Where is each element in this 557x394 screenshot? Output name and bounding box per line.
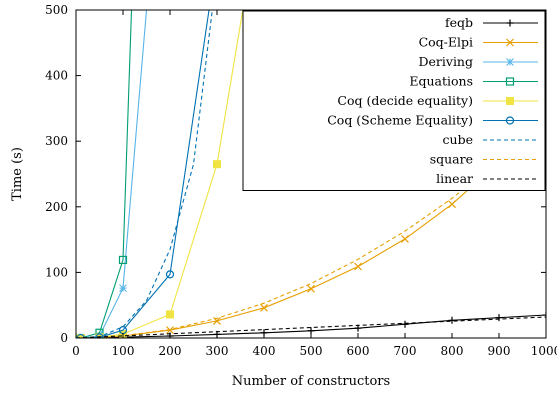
legend-entry: Coq-Elpi xyxy=(419,35,538,50)
series-line xyxy=(76,316,546,338)
series-feqb xyxy=(77,311,546,338)
legend-entry: Equations xyxy=(409,74,538,89)
data-point xyxy=(506,38,514,47)
legend-entry: Deriving xyxy=(418,54,538,69)
data-point xyxy=(506,97,514,105)
data-point xyxy=(505,116,515,125)
data-point xyxy=(495,314,503,322)
legend-label: Coq-Elpi xyxy=(419,35,473,50)
series-equations xyxy=(76,10,133,338)
legend-entry: square xyxy=(430,152,538,167)
data-point xyxy=(542,311,546,319)
legend-label: cube xyxy=(443,132,473,147)
data-point xyxy=(448,316,456,324)
y-tick-label: 0 xyxy=(60,331,68,345)
x-axis-title: Number of constructors xyxy=(232,374,390,389)
legend-label: Coq (decide equality) xyxy=(337,93,473,108)
series-line xyxy=(80,10,133,338)
data-point xyxy=(307,284,315,293)
legend-label: Equations xyxy=(409,74,473,89)
x-tick-label: 100 xyxy=(112,344,135,358)
data-point xyxy=(119,284,127,292)
series-deriving xyxy=(76,10,148,338)
x-tick-label: 500 xyxy=(300,344,323,358)
series-line xyxy=(76,10,213,338)
data-point xyxy=(401,235,409,243)
x-tick-label: 200 xyxy=(159,344,182,358)
legend-entry: feqb xyxy=(445,15,538,30)
data-point xyxy=(165,270,175,279)
x-tick-label: 900 xyxy=(488,344,511,358)
y-tick-label: 300 xyxy=(45,134,68,148)
legend-label: linear xyxy=(436,171,473,186)
data-point xyxy=(76,333,85,338)
legend-entry: Coq (decide equality) xyxy=(337,93,538,108)
legend: feqb Coq-Elpi Deriving Equations Coq (decide… xyxy=(242,10,546,191)
y-tick-label: 400 xyxy=(45,69,68,83)
x-tick-label: 600 xyxy=(347,344,370,358)
data-point xyxy=(401,320,409,328)
data-point xyxy=(166,310,174,319)
data-point xyxy=(166,326,174,335)
series-line xyxy=(80,10,210,338)
legend-label: feqb xyxy=(445,15,473,30)
data-point xyxy=(506,19,514,27)
legend-label: Coq (Scheme Equality) xyxy=(327,113,473,128)
data-point xyxy=(505,77,515,86)
x-tick-label: 400 xyxy=(253,344,276,358)
data-point xyxy=(354,262,362,271)
x-tick-label: 700 xyxy=(394,344,417,358)
legend-label: square xyxy=(430,152,473,167)
legend-entry: linear xyxy=(436,171,538,186)
data-point xyxy=(118,255,128,265)
series-line xyxy=(80,10,244,338)
x-tick-label: 300 xyxy=(206,344,229,358)
y-tick-label: 100 xyxy=(45,265,68,279)
y-tick-label: 200 xyxy=(45,200,68,214)
legend-entry: Coq (Scheme Equality) xyxy=(327,113,538,128)
data-point xyxy=(260,303,268,312)
series-linear xyxy=(76,316,546,338)
data-point xyxy=(448,200,456,209)
series-cube xyxy=(76,10,213,338)
x-tick-label: 0 xyxy=(72,344,80,358)
series-line xyxy=(80,314,546,338)
legend-entry: cube xyxy=(443,132,538,147)
data-point xyxy=(95,333,104,338)
x-tick-label: 800 xyxy=(441,344,464,358)
data-point xyxy=(213,160,221,169)
series-coq-decide-equality xyxy=(76,10,244,338)
plot-lines xyxy=(76,10,546,338)
y-axis-title: Time (s) xyxy=(10,147,25,201)
y-tick-label: 500 xyxy=(45,3,68,17)
series-coq-scheme-equality xyxy=(76,10,210,338)
data-point xyxy=(506,58,514,66)
legend-label: Deriving xyxy=(418,54,473,69)
